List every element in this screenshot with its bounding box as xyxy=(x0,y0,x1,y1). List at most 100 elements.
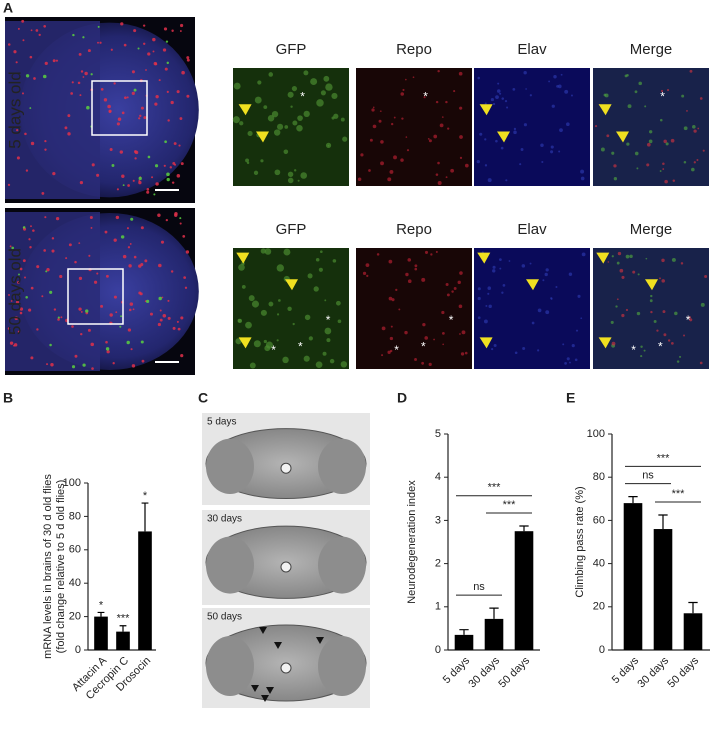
cell-dot xyxy=(405,272,409,277)
cell-dot xyxy=(390,325,393,328)
cell-dot xyxy=(160,240,165,244)
cell-dot xyxy=(297,179,300,182)
cell-dot xyxy=(372,124,377,129)
cell-dot xyxy=(634,151,639,156)
cell-dot xyxy=(661,279,665,283)
cell-dot xyxy=(662,162,665,165)
cell-dot xyxy=(122,254,127,259)
cell-dot xyxy=(296,124,303,132)
cell-dot xyxy=(477,287,481,291)
cell-dot xyxy=(559,128,563,133)
cell-dot xyxy=(427,138,430,140)
cell-dot xyxy=(594,124,598,128)
arrowhead xyxy=(596,252,610,264)
cell-dot xyxy=(152,50,155,53)
y-tick-label: 0 xyxy=(435,644,441,656)
cell-dot xyxy=(282,356,289,364)
cell-dot xyxy=(577,294,581,298)
asterisk: * xyxy=(660,90,665,104)
cell-dot xyxy=(133,29,137,33)
cell-dot xyxy=(453,90,456,93)
cell-dot xyxy=(260,159,264,163)
cell-dot xyxy=(505,179,508,182)
cell-dot xyxy=(483,319,488,324)
cell-dot xyxy=(666,88,670,92)
cell-dot xyxy=(491,348,494,351)
asterisk: * xyxy=(686,313,691,327)
cell-dot xyxy=(525,88,527,90)
cell-dot xyxy=(19,307,24,311)
cell-dot xyxy=(166,90,169,94)
cell-dot xyxy=(131,364,136,368)
cell-dot xyxy=(649,130,653,134)
cell-dot xyxy=(564,89,569,94)
cell-dot xyxy=(276,264,285,272)
cell-dot xyxy=(178,144,181,147)
cell-dot xyxy=(29,107,32,109)
y-tick-label: 80 xyxy=(593,471,605,483)
cell-dot xyxy=(634,90,638,94)
optic-lobe xyxy=(318,636,366,696)
cell-dot xyxy=(33,77,36,80)
cell-dot xyxy=(273,129,281,136)
cell-dot xyxy=(138,180,142,185)
cell-dot xyxy=(499,258,502,261)
cell-dot xyxy=(697,127,700,130)
cell-dot xyxy=(29,55,33,59)
cell-dot xyxy=(91,163,95,167)
cell-dot xyxy=(180,316,184,320)
optic-lobe xyxy=(318,438,366,494)
cell-dot xyxy=(640,345,643,348)
cell-dot xyxy=(508,260,511,262)
cell-dot xyxy=(253,170,259,176)
cell-dot xyxy=(263,105,268,110)
channel-label: Repo xyxy=(396,41,432,58)
cell-dot xyxy=(428,362,432,366)
cell-dot xyxy=(137,47,140,50)
cell-dot xyxy=(79,181,84,185)
cell-dot xyxy=(492,265,496,269)
cell-dot xyxy=(568,272,573,276)
cell-dot xyxy=(691,167,695,172)
cell-dot xyxy=(239,121,244,126)
cell-dot xyxy=(122,184,125,187)
cell-dot xyxy=(324,327,332,335)
asterisk: * xyxy=(423,90,428,104)
cell-dot xyxy=(170,270,174,273)
cell-dot xyxy=(155,94,159,99)
brain-tissue xyxy=(5,21,100,199)
cell-dot xyxy=(186,56,190,60)
cell-dot xyxy=(625,254,630,259)
cell-dot xyxy=(566,122,570,127)
cell-dot xyxy=(638,81,643,86)
cell-dot xyxy=(90,342,95,347)
cell-dot xyxy=(453,287,457,290)
cell-dot xyxy=(662,168,665,170)
cell-dot xyxy=(522,347,526,350)
y-tick-label: 4 xyxy=(435,471,441,483)
cell-dot xyxy=(650,310,653,314)
cell-dot xyxy=(459,271,463,275)
channel-label: Merge xyxy=(630,41,673,58)
cell-dot xyxy=(446,293,450,297)
cell-dot xyxy=(232,116,240,124)
cell-dot xyxy=(30,286,34,290)
cell-dot xyxy=(149,312,153,316)
cell-dot xyxy=(414,264,418,268)
cell-dot xyxy=(60,316,63,319)
cell-dot xyxy=(90,226,93,229)
cell-dot xyxy=(437,161,440,165)
cell-dot xyxy=(451,290,454,293)
cell-dot xyxy=(439,123,444,128)
cell-dot xyxy=(662,310,666,314)
cell-dot xyxy=(176,320,179,323)
cell-dot xyxy=(131,70,135,74)
y-tick-label: 100 xyxy=(63,477,81,489)
cell-dot xyxy=(421,277,426,282)
arrowhead xyxy=(645,279,658,291)
cell-dot xyxy=(548,80,551,83)
micrograph xyxy=(474,68,590,186)
cell-dot xyxy=(320,250,323,254)
cell-dot xyxy=(297,115,303,122)
arrowhead xyxy=(261,695,269,702)
